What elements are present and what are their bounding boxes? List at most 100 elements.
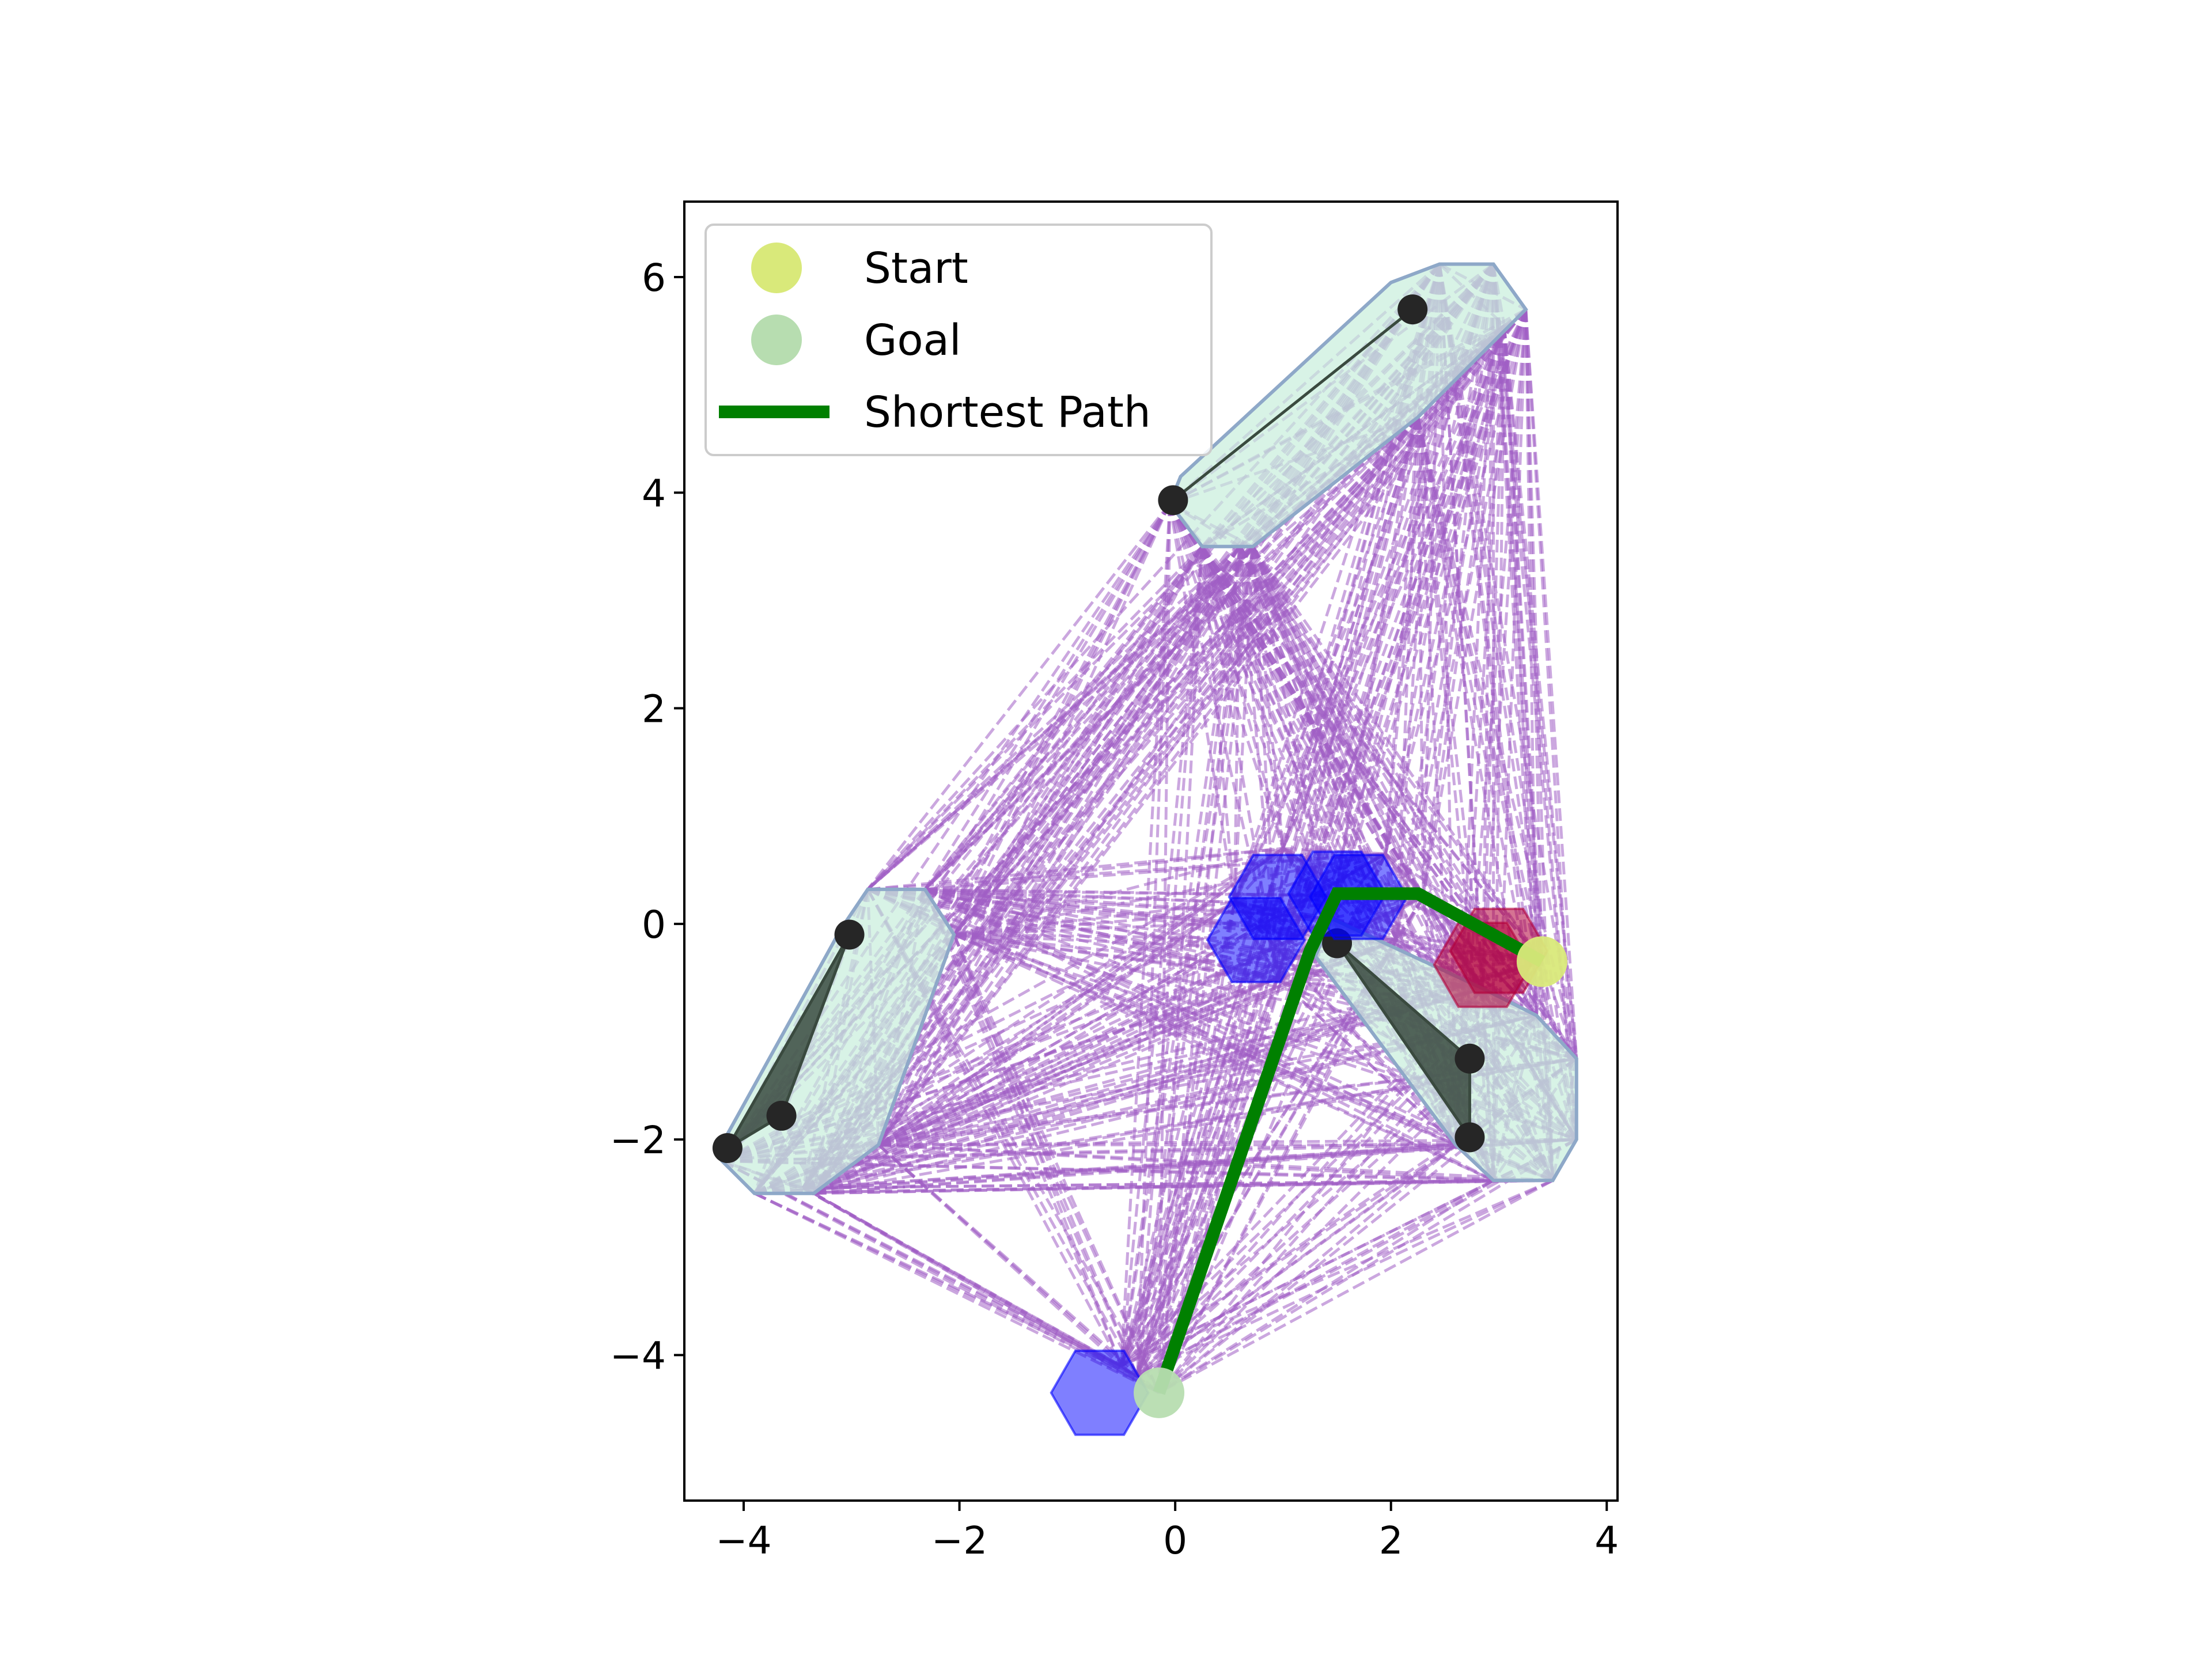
visibility-edge — [802, 1179, 1494, 1190]
visibility-edge — [1168, 502, 1387, 855]
visibility-edge — [802, 263, 1495, 1189]
visibility-edge — [1238, 546, 1538, 1017]
visibility-edge — [1416, 417, 1495, 1181]
blue-hexagon — [1050, 1349, 1150, 1436]
visibility-edge — [721, 1160, 1138, 1378]
visibility-edge — [877, 546, 1241, 1146]
visibility-edge — [1238, 546, 1334, 919]
legend-label: Goal — [864, 316, 961, 365]
visibility-edge — [1238, 546, 1554, 1181]
visibility-edge — [1136, 939, 1398, 1378]
visibility-edge — [1136, 263, 1441, 1377]
visibility-edge — [1158, 1143, 1457, 1394]
visibility-edge — [802, 976, 1279, 1190]
visibility-edge — [925, 847, 1283, 891]
visibility-edge — [1384, 417, 1420, 854]
visibility-edge — [1120, 902, 1236, 1366]
visibility-edge — [802, 901, 1236, 1190]
visibility-edge — [1120, 546, 1241, 1366]
visibility-edge — [866, 502, 1171, 891]
y-tick-label: −2 — [610, 1118, 666, 1162]
visibility-edge — [1233, 546, 1242, 903]
visibility-edge — [722, 1143, 1456, 1163]
y-tick-label: 6 — [642, 256, 666, 300]
visibility-edge — [1158, 960, 1543, 1394]
x-tick-label: 2 — [1379, 1518, 1403, 1563]
shortest-path-line — [1153, 887, 1546, 1395]
visibility-edge — [1233, 309, 1528, 903]
legend-label: Start — [864, 244, 968, 293]
visibility-edge — [1422, 325, 1506, 897]
visibility-edge — [1481, 325, 1506, 989]
visibility-edge — [925, 888, 1235, 904]
x-tick-label: −4 — [715, 1518, 771, 1563]
visibility-edge — [952, 934, 1161, 1393]
visibility-edge — [1481, 309, 1528, 989]
visibility-edge — [812, 263, 1495, 1195]
visibility-edge — [1251, 546, 1334, 919]
visibility-edge — [1251, 546, 1285, 849]
visibility-edge — [1438, 264, 1578, 1059]
obstacle-vertex — [1455, 1122, 1485, 1153]
visibility-edge — [1136, 987, 1484, 1378]
axes-frame — [683, 200, 1619, 1502]
visibility-edge — [813, 976, 1279, 1195]
visibility-edge — [953, 847, 1284, 936]
inflated-region-upper-region — [1168, 262, 1528, 548]
visibility-edge — [1395, 325, 1506, 941]
visibility-edge — [1120, 977, 1279, 1367]
visibility-edge — [1384, 853, 1543, 963]
visibility-edge — [866, 263, 1441, 891]
y-tick-label: 0 — [642, 903, 666, 947]
visibility-edge — [1238, 546, 1285, 849]
legend-marker-goal — [751, 315, 802, 365]
blue-hexagon — [1206, 897, 1306, 983]
visibility-edge — [1158, 1179, 1554, 1395]
visibility-edge — [1136, 416, 1419, 1377]
visibility-edge — [877, 416, 1419, 1146]
x-tick-label: 4 — [1594, 1518, 1619, 1563]
y-tick-label: 2 — [642, 687, 666, 732]
visibility-edge — [1282, 325, 1506, 849]
visibility-edge — [923, 502, 1171, 891]
visibility-edge — [1395, 309, 1528, 941]
visibility-edge — [877, 502, 1172, 1146]
visibility-edge — [923, 888, 1161, 1393]
visibility-edge — [1120, 1179, 1554, 1368]
obstacle-vertex — [712, 1133, 743, 1164]
obstacle-vertex — [1158, 485, 1188, 516]
visibility-edge — [866, 324, 1506, 891]
visibility-edge — [1137, 1143, 1457, 1378]
axis-ticks: −4 −2 0 2 4 −4 −2 0 2 4 6 — [610, 256, 1619, 1563]
y-tick-label: −4 — [610, 1334, 666, 1378]
visibility-edge — [812, 324, 1506, 1195]
shortest-path — [1153, 887, 1546, 1395]
visibility-edge — [1157, 902, 1236, 1393]
visibility-edge — [802, 1143, 1456, 1190]
visibility-edge — [1330, 416, 1419, 919]
visibility-edge — [877, 546, 1255, 1146]
visibility-edge — [1157, 939, 1398, 1394]
start-marker — [1516, 936, 1567, 987]
visibility-edge — [1238, 546, 1387, 855]
visibility-edge — [1251, 546, 1543, 963]
visibility-edge — [1277, 976, 1483, 990]
goal-marker — [1134, 1367, 1185, 1418]
visibility-edge — [1384, 325, 1506, 854]
legend-box — [704, 224, 1213, 456]
visibility-edge — [1524, 309, 1578, 1140]
obstacle-vertex — [766, 1100, 797, 1131]
visibility-edge — [925, 888, 1278, 979]
visibility-edge — [1120, 939, 1398, 1367]
visibility-edge — [1282, 263, 1495, 849]
visibility-edge — [1502, 325, 1578, 1140]
visibility-edge — [1330, 325, 1506, 919]
visibility-edge — [1416, 416, 1578, 1059]
visibility-edge — [1136, 263, 1495, 1377]
visibility-edge — [923, 546, 1241, 891]
legend: Start Goal Shortest Path — [704, 224, 1213, 456]
visibility-edge — [1502, 325, 1544, 962]
obstacle-upper-segment — [1172, 308, 1414, 502]
visibility-edge — [1395, 264, 1495, 941]
visibility-edge — [1136, 309, 1528, 1377]
